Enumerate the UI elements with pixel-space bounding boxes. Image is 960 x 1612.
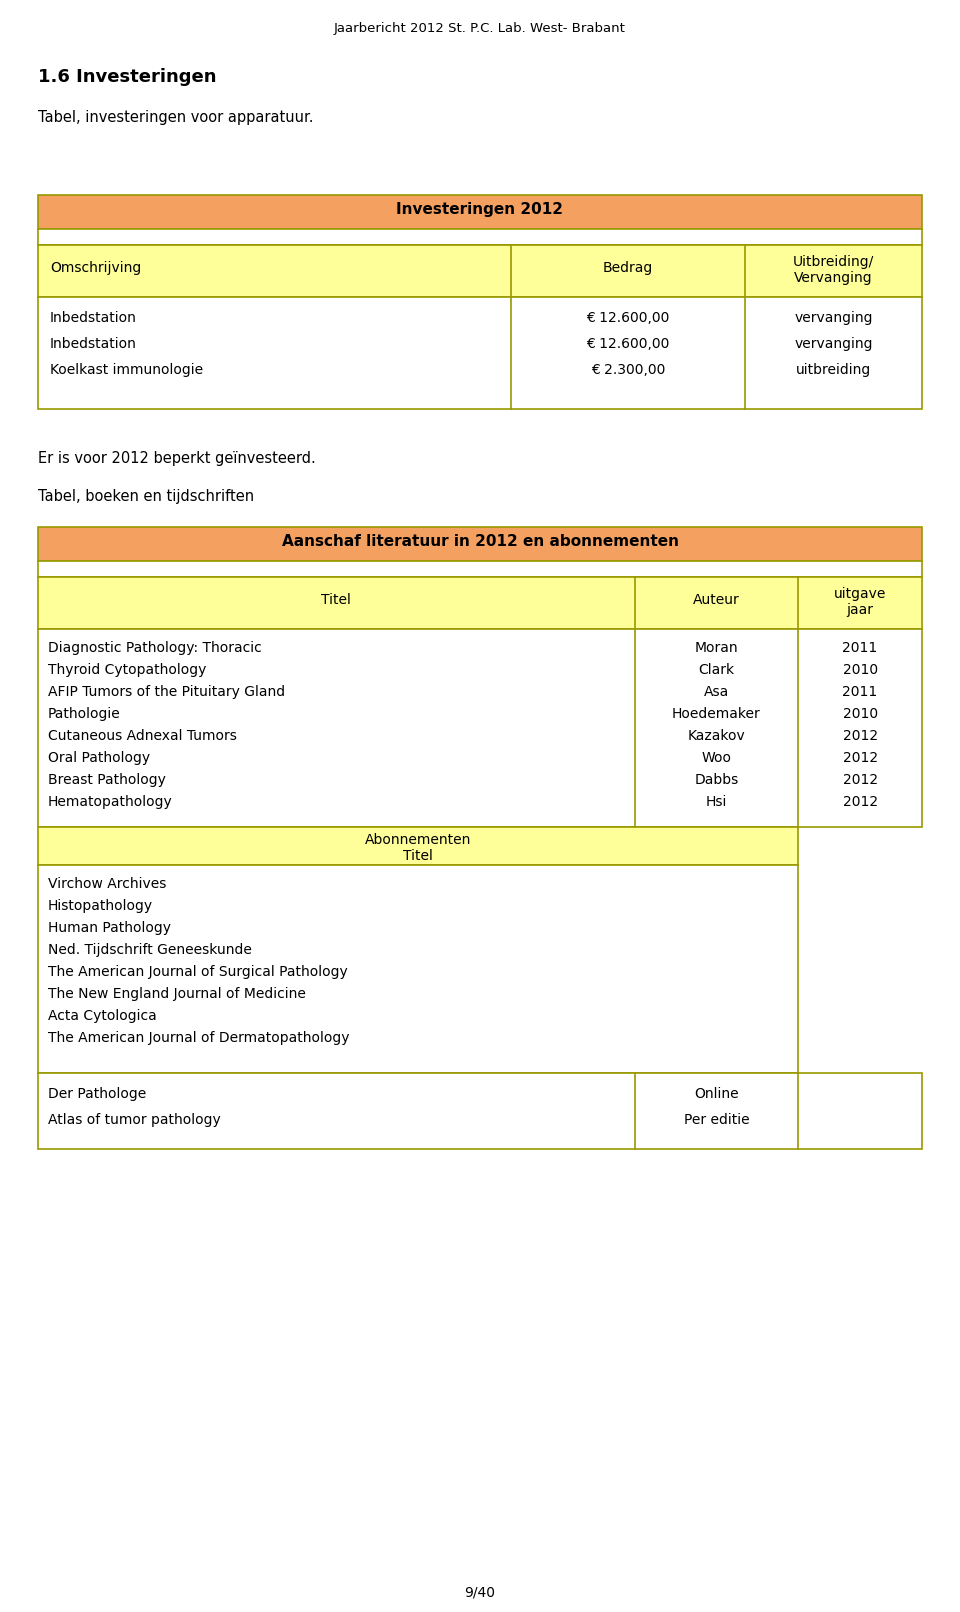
Bar <box>38 229 922 245</box>
Text: 2011: 2011 <box>843 685 877 700</box>
Text: The New England Journal of Medicine: The New England Journal of Medicine <box>48 987 306 1001</box>
Bar <box>38 629 922 827</box>
Text: The American Journal of Surgical Pathology: The American Journal of Surgical Patholo… <box>48 966 348 978</box>
Text: 2012: 2012 <box>843 751 877 766</box>
Text: 1.6 Investeringen: 1.6 Investeringen <box>38 68 217 85</box>
Text: Dabbs: Dabbs <box>694 774 738 787</box>
Bar <box>38 1074 922 1149</box>
Text: Inbedstation: Inbedstation <box>50 311 137 326</box>
Text: Hematopathology: Hematopathology <box>48 795 173 809</box>
Text: 2012: 2012 <box>843 729 877 743</box>
Text: € 12.600,00: € 12.600,00 <box>587 337 670 351</box>
Bar <box>38 577 922 629</box>
Text: Titel: Titel <box>322 593 351 608</box>
Text: Inbedstation: Inbedstation <box>50 337 137 351</box>
Text: 2011: 2011 <box>843 642 877 654</box>
Text: Moran: Moran <box>695 642 738 654</box>
Text: Tabel, investeringen voor apparatuur.: Tabel, investeringen voor apparatuur. <box>38 110 314 126</box>
Text: Aanschaf literatuur in 2012 en abonnementen: Aanschaf literatuur in 2012 en abonnemen… <box>281 534 679 550</box>
Bar <box>38 866 799 1074</box>
Text: 2012: 2012 <box>843 795 877 809</box>
Text: Tabel, boeken en tijdschriften: Tabel, boeken en tijdschriften <box>38 488 254 505</box>
Text: Clark: Clark <box>699 663 734 677</box>
Text: 2012: 2012 <box>843 774 877 787</box>
Bar <box>38 297 922 409</box>
Text: € 2.300,00: € 2.300,00 <box>591 363 665 377</box>
Text: 2010: 2010 <box>843 663 877 677</box>
Text: Vervanging: Vervanging <box>794 271 873 285</box>
Text: Investeringen 2012: Investeringen 2012 <box>396 202 564 218</box>
Text: Ned. Tijdschrift Geneeskunde: Ned. Tijdschrift Geneeskunde <box>48 943 252 958</box>
Text: Kazakov: Kazakov <box>687 729 745 743</box>
Bar <box>38 827 799 866</box>
Text: Diagnostic Pathology: Thoracic: Diagnostic Pathology: Thoracic <box>48 642 262 654</box>
Text: Uitbreiding/: Uitbreiding/ <box>793 255 875 269</box>
Text: Atlas of tumor pathology: Atlas of tumor pathology <box>48 1112 221 1127</box>
Text: The American Journal of Dermatopathology: The American Journal of Dermatopathology <box>48 1032 349 1045</box>
Text: vervanging: vervanging <box>794 311 873 326</box>
Text: Abonnementen: Abonnementen <box>365 833 471 846</box>
Text: Hsi: Hsi <box>706 795 727 809</box>
Text: vervanging: vervanging <box>794 337 873 351</box>
Text: Pathologie: Pathologie <box>48 708 121 721</box>
Text: Per editie: Per editie <box>684 1112 750 1127</box>
Text: Er is voor 2012 beperkt geïnvesteerd.: Er is voor 2012 beperkt geïnvesteerd. <box>38 451 316 466</box>
Text: Histopathology: Histopathology <box>48 899 154 912</box>
Bar <box>38 527 922 561</box>
Text: Oral Pathology: Oral Pathology <box>48 751 150 766</box>
Text: Acta Cytologica: Acta Cytologica <box>48 1009 156 1024</box>
Bar <box>38 245 922 297</box>
Bar <box>38 195 922 229</box>
Text: Breast Pathology: Breast Pathology <box>48 774 166 787</box>
Text: Human Pathology: Human Pathology <box>48 920 171 935</box>
Text: Online: Online <box>694 1086 739 1101</box>
Text: Bedrag: Bedrag <box>603 261 653 276</box>
Bar <box>38 561 922 577</box>
Text: 2010: 2010 <box>843 708 877 721</box>
Text: Koelkast immunologie: Koelkast immunologie <box>50 363 204 377</box>
Text: Auteur: Auteur <box>693 593 740 608</box>
Text: Titel: Titel <box>403 850 433 862</box>
Text: Thyroid Cytopathology: Thyroid Cytopathology <box>48 663 206 677</box>
Text: Asa: Asa <box>704 685 729 700</box>
Text: Hoedemaker: Hoedemaker <box>672 708 761 721</box>
Text: jaar: jaar <box>847 603 874 617</box>
Text: uitgave: uitgave <box>834 587 886 601</box>
Text: Omschrijving: Omschrijving <box>50 261 141 276</box>
Text: € 12.600,00: € 12.600,00 <box>587 311 670 326</box>
Text: Woo: Woo <box>702 751 732 766</box>
Text: Jaarbericht 2012 St. P.C. Lab. West- Brabant: Jaarbericht 2012 St. P.C. Lab. West- Bra… <box>334 23 626 35</box>
Text: Cutaneous Adnexal Tumors: Cutaneous Adnexal Tumors <box>48 729 237 743</box>
Text: Der Pathologe: Der Pathologe <box>48 1086 146 1101</box>
Text: 9/40: 9/40 <box>465 1586 495 1601</box>
Text: AFIP Tumors of the Pituitary Gland: AFIP Tumors of the Pituitary Gland <box>48 685 285 700</box>
Text: uitbreiding: uitbreiding <box>796 363 872 377</box>
Text: Virchow Archives: Virchow Archives <box>48 877 166 891</box>
